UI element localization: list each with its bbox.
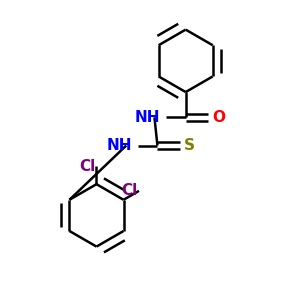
Text: O: O — [212, 110, 225, 125]
Text: Cl: Cl — [79, 159, 95, 174]
Text: NH: NH — [107, 138, 132, 153]
Text: S: S — [184, 138, 195, 153]
Text: NH: NH — [135, 110, 160, 125]
Text: Cl: Cl — [121, 183, 137, 198]
